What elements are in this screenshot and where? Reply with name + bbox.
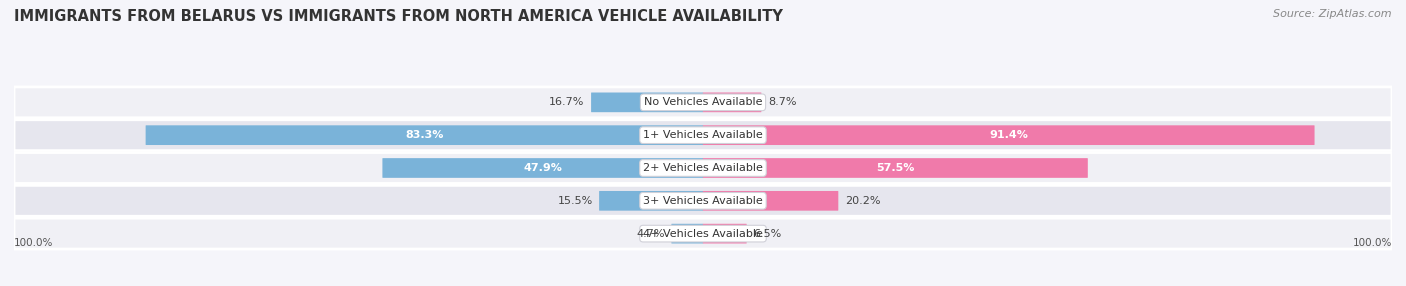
FancyBboxPatch shape — [382, 158, 703, 178]
FancyBboxPatch shape — [703, 191, 838, 211]
Text: 20.2%: 20.2% — [845, 196, 880, 206]
Text: 3+ Vehicles Available: 3+ Vehicles Available — [643, 196, 763, 206]
Text: 47.9%: 47.9% — [523, 163, 562, 173]
FancyBboxPatch shape — [591, 92, 703, 112]
Text: 15.5%: 15.5% — [557, 196, 593, 206]
FancyBboxPatch shape — [14, 87, 1392, 118]
FancyBboxPatch shape — [703, 158, 1088, 178]
Text: Source: ZipAtlas.com: Source: ZipAtlas.com — [1274, 9, 1392, 19]
Text: 91.4%: 91.4% — [990, 130, 1028, 140]
FancyBboxPatch shape — [703, 92, 762, 112]
Text: 6.5%: 6.5% — [754, 229, 782, 239]
Text: 16.7%: 16.7% — [550, 97, 585, 107]
FancyBboxPatch shape — [703, 125, 1315, 145]
FancyBboxPatch shape — [14, 120, 1392, 151]
Text: 83.3%: 83.3% — [405, 130, 444, 140]
Text: 2+ Vehicles Available: 2+ Vehicles Available — [643, 163, 763, 173]
Text: No Vehicles Available: No Vehicles Available — [644, 97, 762, 107]
FancyBboxPatch shape — [14, 152, 1392, 183]
FancyBboxPatch shape — [14, 218, 1392, 249]
Text: IMMIGRANTS FROM BELARUS VS IMMIGRANTS FROM NORTH AMERICA VEHICLE AVAILABILITY: IMMIGRANTS FROM BELARUS VS IMMIGRANTS FR… — [14, 9, 783, 23]
Text: 57.5%: 57.5% — [876, 163, 914, 173]
Text: 100.0%: 100.0% — [1353, 239, 1392, 249]
Text: 8.7%: 8.7% — [768, 97, 796, 107]
FancyBboxPatch shape — [703, 224, 747, 243]
FancyBboxPatch shape — [599, 191, 703, 211]
FancyBboxPatch shape — [14, 185, 1392, 216]
Text: 4.7%: 4.7% — [637, 229, 665, 239]
Text: 100.0%: 100.0% — [14, 239, 53, 249]
Text: 1+ Vehicles Available: 1+ Vehicles Available — [643, 130, 763, 140]
FancyBboxPatch shape — [671, 224, 703, 243]
Text: 4+ Vehicles Available: 4+ Vehicles Available — [643, 229, 763, 239]
FancyBboxPatch shape — [146, 125, 703, 145]
